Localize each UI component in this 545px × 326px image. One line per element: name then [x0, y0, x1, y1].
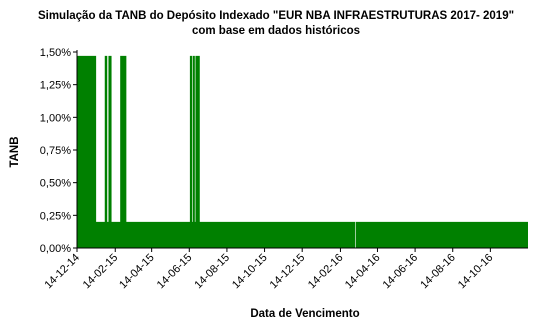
y-tick-label: 1,25%: [40, 80, 71, 92]
x-tick-label: 14-12-15: [268, 252, 308, 292]
y-tick-label: 0,00%: [40, 243, 71, 255]
x-tick-label: 14-08-15: [192, 252, 232, 292]
x-tick-label: 14-02-16: [306, 252, 346, 292]
y-axis-label: TANB: [9, 136, 21, 167]
area: [77, 55, 528, 248]
chart-subtitle: com base em dados históricos: [192, 25, 360, 37]
x-tick-label: 14-04-16: [343, 252, 383, 292]
x-tick-label: 14-10-16: [456, 252, 496, 292]
x-tick-label: 14-06-16: [381, 252, 421, 292]
x-tick-label: 14-06-15: [155, 252, 195, 292]
x-tick-label: 14-12-14: [42, 252, 82, 292]
x-tick-label: 14-08-16: [418, 252, 458, 292]
y-tick-label: 0,50%: [40, 178, 71, 190]
x-tick-label: 14-02-15: [81, 252, 121, 292]
chart-title: Simulação da TANB do Depósito Indexado "…: [38, 10, 514, 22]
x-tick-label: 14-04-15: [117, 252, 157, 292]
y-tick-label: 1,00%: [40, 112, 71, 124]
x-tick-label: 14-10-15: [230, 252, 270, 292]
y-tick-label: 0,25%: [40, 210, 71, 222]
y-tick-label: 1,50%: [40, 47, 71, 59]
x-axis-label: Data de Vencimento: [250, 308, 359, 320]
y-tick-label: 0,75%: [40, 145, 71, 157]
